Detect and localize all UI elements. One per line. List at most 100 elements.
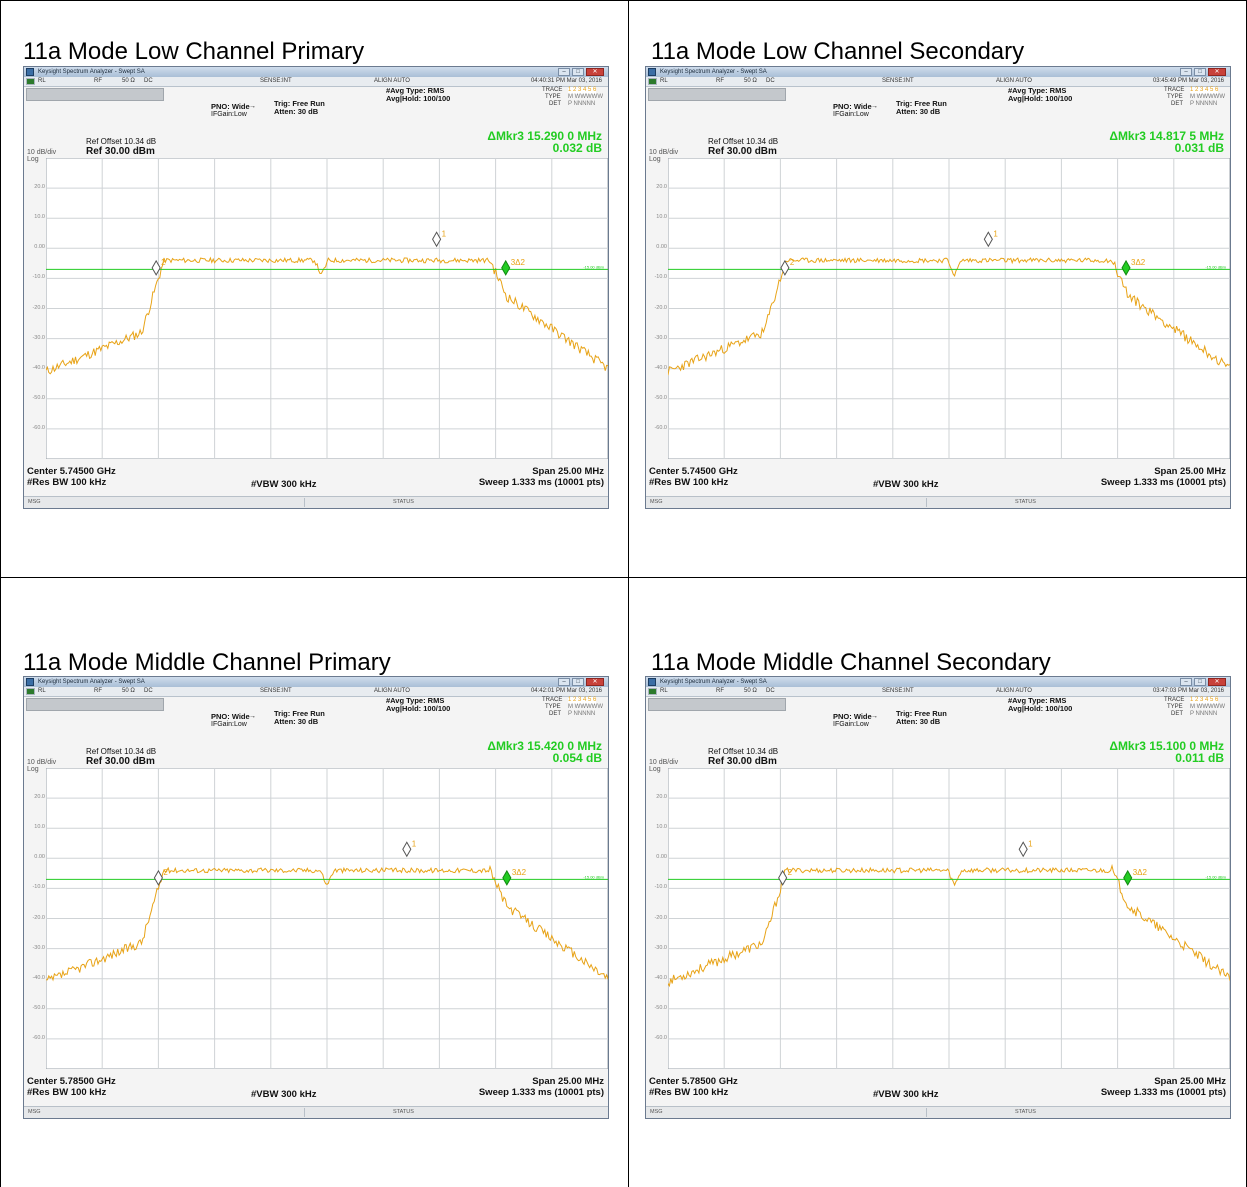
- type-value: M WWWWW: [568, 704, 603, 710]
- spectrum-plot-svg: -15.00 dBm 1 2 3Δ2: [46, 768, 608, 1069]
- marker-2[interactable]: [780, 259, 790, 276]
- sense-indicator: SENSE:INT: [260, 78, 292, 84]
- marker-2[interactable]: [778, 869, 788, 886]
- table-border-top: [0, 0, 1247, 1]
- marker-3-delta-label: 3Δ2: [1133, 868, 1148, 877]
- y-tick-label: -50.0: [32, 394, 45, 401]
- minimize-icon[interactable]: –: [558, 68, 570, 76]
- marker-1-label: 1: [993, 229, 998, 238]
- avg-type: #Avg Type: RMS: [386, 696, 445, 705]
- scale-div: 10 dB/div: [649, 759, 679, 766]
- impedance: 50 Ω: [122, 78, 135, 84]
- arrow-right-icon: →: [249, 103, 256, 110]
- window-titlebar[interactable]: Keysight Spectrum Analyzer - Swept SA – □ ✕: [24, 677, 608, 687]
- sense-indicator: SENSE:INT: [882, 688, 914, 694]
- atten-setting: Atten: 30 dB: [896, 717, 941, 726]
- y-tick-label: -20.0: [32, 914, 45, 921]
- det-label: DET: [1171, 711, 1183, 717]
- marker-3-delta[interactable]: [1123, 869, 1133, 886]
- marker-1[interactable]: [402, 841, 412, 858]
- close-icon[interactable]: ✕: [1208, 68, 1226, 76]
- maximize-icon[interactable]: □: [1194, 678, 1206, 686]
- spectrum-plot[interactable]: -15.00 dBm 1 2 3Δ2: [46, 768, 608, 1069]
- trace-numbers: 1 2 3 4 5 6: [568, 697, 597, 704]
- display-line-label: -15.00 dBm: [583, 874, 604, 879]
- table-border-middle: [628, 0, 629, 1187]
- close-icon[interactable]: ✕: [1208, 678, 1226, 686]
- marker-3-delta[interactable]: [502, 869, 512, 886]
- avg-hold: Avg|Hold: 100/100: [1008, 704, 1073, 713]
- marker-1[interactable]: [983, 231, 993, 248]
- window-controls: – □ ✕: [558, 68, 604, 76]
- close-icon[interactable]: ✕: [586, 68, 604, 76]
- y-tick-label: 0.00: [656, 854, 667, 861]
- align-indicator: ALIGN AUTO: [374, 78, 410, 84]
- status-divider: [304, 1108, 305, 1117]
- scale-type: Log: [27, 766, 39, 773]
- marker-1[interactable]: [432, 231, 442, 248]
- span: Span 25.00 MHz: [532, 1076, 604, 1087]
- ref-offset: Ref Offset 10.34 dB: [86, 137, 157, 146]
- trigger-setting: Trig: Free Run: [274, 709, 325, 718]
- spectrum-plot[interactable]: -15.00 dBm 1 2 3Δ2: [668, 158, 1230, 459]
- marker-2[interactable]: [151, 259, 161, 276]
- det-value: P NNNNN: [1190, 101, 1218, 107]
- window-titlebar[interactable]: Keysight Spectrum Analyzer - Swept SA – □ ✕: [646, 67, 1230, 77]
- ifgain-setting: IFGain:Low: [833, 721, 869, 728]
- ifgain-setting: IFGain:Low: [211, 721, 247, 728]
- scale-type: Log: [27, 156, 39, 163]
- center-frequency: Center 5.74500 GHz: [27, 466, 116, 477]
- delta-marker-frequency: ΔMkr3 15.290 0 MHz: [487, 129, 602, 143]
- marker-1[interactable]: [1018, 841, 1028, 858]
- spectrum-plot[interactable]: -15.00 dBm 1 2 3Δ2: [668, 768, 1230, 1069]
- timestamp: 03:45:49 PM Mar 03, 2016: [1152, 78, 1224, 84]
- trace-label: TRACE: [1164, 697, 1185, 703]
- y-tick-label: -40.0: [654, 364, 667, 371]
- status-area: STATUS: [1015, 1109, 1036, 1115]
- window-titlebar[interactable]: Keysight Spectrum Analyzer - Swept SA – □ ✕: [646, 677, 1230, 687]
- trigger-setting: Trig: Free Run: [274, 99, 325, 108]
- window-titlebar[interactable]: Keysight Spectrum Analyzer - Swept SA – □ ✕: [24, 67, 608, 77]
- avg-type: #Avg Type: RMS: [386, 86, 445, 95]
- pno-setting: PNO: Wide: [211, 102, 250, 111]
- trace-label: TRACE: [542, 697, 563, 703]
- spectrum-plot-svg: -15.00 dBm 1 2 3Δ2: [668, 768, 1230, 1069]
- window-title: Keysight Spectrum Analyzer - Swept SA: [38, 69, 145, 75]
- ref-level: Ref 30.00 dBm: [86, 756, 155, 767]
- center-frequency: Center 5.74500 GHz: [649, 466, 738, 477]
- settings-bar: RL RF 50 Ω DC SENSE:INT ALIGN AUTO 04:42:01 PM…: [24, 687, 608, 697]
- resolution-bandwidth: #Res BW 100 kHz: [649, 1087, 729, 1098]
- status-bar: MSG STATUS: [646, 1106, 1230, 1118]
- maximize-icon[interactable]: □: [572, 678, 584, 686]
- maximize-icon[interactable]: □: [572, 68, 584, 76]
- y-tick-label: 10.0: [34, 214, 45, 221]
- close-icon[interactable]: ✕: [586, 678, 604, 686]
- y-tick-label: -40.0: [654, 974, 667, 981]
- minimize-icon[interactable]: –: [1180, 68, 1192, 76]
- scale-type: Log: [649, 766, 661, 773]
- y-tick-label: -60.0: [32, 1034, 45, 1041]
- arrow-right-icon: →: [871, 103, 878, 110]
- marker-3-delta[interactable]: [1121, 259, 1131, 276]
- marker-3-delta[interactable]: [501, 259, 511, 276]
- spectrum-plot[interactable]: -15.00 dBm 1 2 3Δ2: [46, 158, 608, 459]
- y-tick-label: 0.00: [34, 854, 45, 861]
- marker-1-label: 1: [442, 229, 447, 238]
- minimize-icon[interactable]: –: [558, 678, 570, 686]
- display-line-label: -15.00 dBm: [1205, 264, 1226, 269]
- status-divider: [926, 1108, 927, 1117]
- y-tick-label: -60.0: [654, 1034, 667, 1041]
- marker-2-label: 2: [163, 868, 168, 877]
- y-tick-label: -60.0: [32, 424, 45, 431]
- marker-2-label: 2: [790, 258, 795, 267]
- marker-2[interactable]: [153, 869, 163, 886]
- avg-hold: Avg|Hold: 100/100: [1008, 94, 1073, 103]
- avg-hold: Avg|Hold: 100/100: [386, 704, 451, 713]
- y-tick-label: -20.0: [32, 304, 45, 311]
- panel-title: 11a Mode Low Channel Secondary: [651, 38, 1025, 65]
- minimize-icon[interactable]: –: [1180, 678, 1192, 686]
- impedance: 50 Ω: [122, 688, 135, 694]
- y-tick-label: -50.0: [654, 394, 667, 401]
- sense-indicator: SENSE:INT: [260, 688, 292, 694]
- maximize-icon[interactable]: □: [1194, 68, 1206, 76]
